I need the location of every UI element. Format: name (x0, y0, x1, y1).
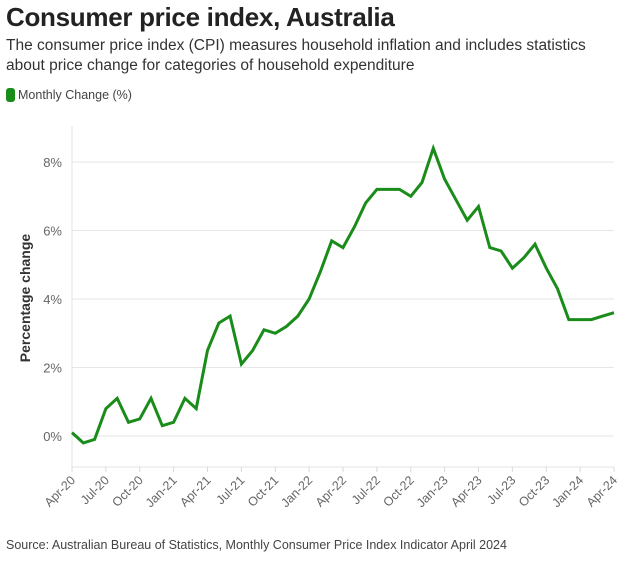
legend-label: Monthly Change (%) (18, 88, 132, 102)
x-tick-label: Oct-23 (516, 473, 552, 509)
x-tick-label: Jan-21 (143, 473, 180, 510)
source-note: Source: Australian Bureau of Statistics,… (6, 538, 507, 552)
x-tick-label: Jan-23 (414, 473, 451, 510)
series (70, 143, 615, 445)
x-tick-label: Apr-23 (448, 473, 484, 509)
y-tick-label: 6% (43, 224, 62, 239)
x-tick-label: Jul-20 (78, 473, 112, 507)
y-axis-label: Percentage change (17, 234, 33, 363)
gridlines (72, 161, 614, 437)
y-tick-label: 0% (43, 429, 62, 444)
x-tick-label: Jul-23 (485, 473, 519, 507)
x-tick-label: Jan-24 (549, 473, 586, 510)
x-tick-label: Oct-22 (380, 473, 416, 509)
x-tick-label: Apr-21 (177, 473, 213, 509)
x-tick-label: Apr-22 (313, 473, 349, 509)
x-tick-label: Jul-22 (349, 473, 383, 507)
legend-swatch (6, 88, 15, 102)
x-tick-label: Oct-20 (109, 473, 145, 509)
x-tick-label: Apr-20 (42, 473, 78, 509)
y-tick-label: 2% (43, 361, 62, 376)
legend: Monthly Change (%) (6, 88, 132, 102)
y-tick-label: 4% (43, 292, 62, 307)
x-tick-label: Jan-22 (278, 473, 315, 510)
series-line (70, 143, 615, 445)
y-axis-ticks: 0% 2% 4% 6% 8% (43, 155, 62, 444)
x-tick-label: Apr-24 (584, 473, 620, 509)
chart-title: Consumer price index, Australia (6, 2, 395, 32)
chart-subtitle: The consumer price index (CPI) measures … (6, 37, 586, 74)
y-tick-label: 8% (43, 155, 62, 170)
x-tick-label: Oct-21 (245, 473, 281, 509)
x-tick-label: Jul-21 (214, 473, 248, 507)
